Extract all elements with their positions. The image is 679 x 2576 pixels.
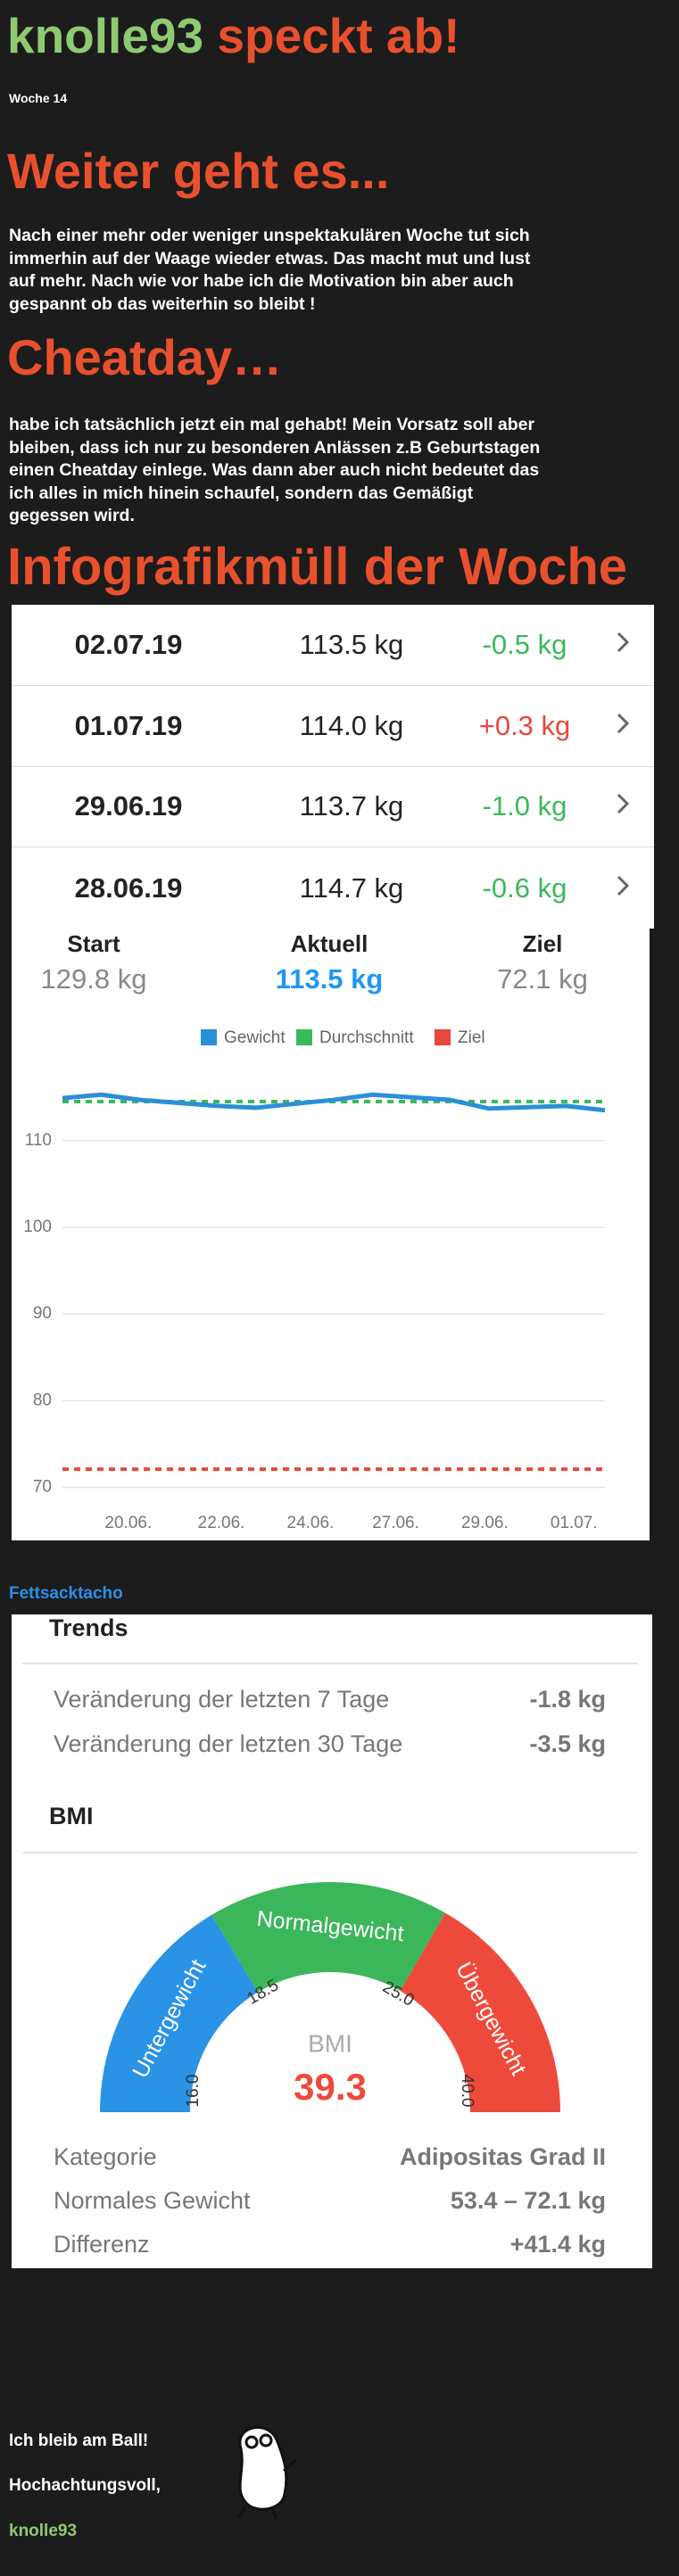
y-tick-label: 100	[23, 1218, 52, 1236]
chevron-path	[617, 713, 630, 733]
y-tick-label: 90	[33, 1304, 52, 1323]
section-title: Trends	[49, 1614, 128, 1641]
chevron	[592, 872, 654, 904]
legend-label: Gewicht	[224, 1028, 286, 1047]
legend-swatch	[201, 1029, 217, 1045]
change: -0.6 kg	[482, 871, 567, 904]
row-value: +41.4 kg	[510, 2231, 606, 2258]
change: -1.0 kg	[482, 790, 567, 822]
x-tick-label: 27.06.	[372, 1514, 419, 1532]
date: 02.07.19	[74, 628, 183, 660]
chevron-icon	[617, 875, 630, 896]
chevron-path	[617, 632, 630, 652]
weight: 114.0 kg	[299, 709, 404, 741]
chevron	[592, 629, 654, 661]
zone-over	[400, 1912, 560, 2112]
mascot	[237, 2425, 297, 2520]
x-tick-label: 24.06.	[287, 1514, 335, 1532]
row-value: -1.8 kg	[529, 1686, 606, 1713]
legend-label: Ziel	[458, 1028, 485, 1047]
heading: Weiter geht es...	[7, 143, 390, 199]
mascot-eye	[259, 2433, 273, 2448]
mascot-limbs	[237, 2458, 297, 2520]
footer-line: Ich bleib am Ball!	[9, 2432, 149, 2450]
table-row: 28.06.19 114.7 kg -0.6 kg	[12, 847, 654, 929]
mascot-eye	[244, 2435, 259, 2449]
page-title: knolle93 speckt ab!	[7, 7, 460, 64]
bmi-tick: 16.0	[184, 2075, 203, 2108]
title-name: knolle93	[7, 8, 204, 63]
x-tick-label: 20.06.	[104, 1514, 152, 1532]
x-tick-label: 22.06.	[198, 1514, 245, 1532]
chevron-path	[617, 875, 630, 896]
stat-value: 72.1 kg	[497, 963, 588, 995]
table-row: 29.06.19 113.7 kg -1.0 kg	[12, 767, 654, 848]
heading: Infografikmüll der Woche	[7, 538, 628, 596]
week: Woche 14	[9, 91, 68, 105]
bmi-value: 39.3	[294, 2066, 367, 2108]
chevron-icon	[617, 713, 630, 733]
date: 28.06.19	[74, 871, 183, 904]
stat-value: 129.8 kg	[41, 963, 147, 995]
table-row: 01.07.19 114.0 kg +0.3 kg	[12, 686, 654, 767]
y-tick-label: 70	[33, 1478, 52, 1497]
row-label: Veränderung der letzten 30 Tage	[54, 1730, 402, 1757]
paragraph: habe ich tatsächlich jetzt ein mal gehab…	[9, 415, 541, 525]
row-value: -3.5 kg	[529, 1730, 606, 1757]
heading: Cheatday…	[7, 329, 283, 385]
table-row: 02.07.19 113.5 kg -0.5 kg	[12, 605, 654, 686]
chevron-icon	[617, 632, 630, 652]
zone-normal	[211, 1882, 445, 1993]
y-tick-label: 110	[25, 1131, 52, 1150]
chevron	[592, 710, 654, 742]
weight: 113.5 kg	[299, 628, 404, 660]
footer-line: Hochachtungsvoll,	[9, 2476, 161, 2495]
x-tick-label: 29.06.	[461, 1514, 509, 1532]
zone-under	[100, 1914, 259, 2112]
weight: 113.7 kg	[299, 790, 404, 822]
stat-label: Ziel	[523, 930, 563, 957]
weight: 114.7 kg	[299, 871, 404, 904]
change: -0.5 kg	[482, 628, 567, 660]
row-label: Kategorie	[54, 2143, 157, 2170]
stat-label: Aktuell	[291, 930, 368, 957]
title-rest: speckt ab!	[217, 8, 460, 63]
stat-label: Start	[67, 930, 120, 957]
row-value: 53.4 – 72.1 kg	[451, 2187, 606, 2214]
bmi-tick: 40.0	[458, 2075, 476, 2108]
tacho-title: Fettsacktacho	[9, 1584, 123, 1603]
row-value: Adipositas Grad II	[400, 2143, 606, 2170]
chevron	[592, 790, 654, 822]
legend-label: Durchschnitt	[319, 1028, 414, 1047]
x-tick-label: 01.07.	[551, 1514, 598, 1532]
chevron-path	[617, 794, 630, 814]
change: +0.3 kg	[478, 709, 571, 741]
footer-sign: knolle93	[9, 2522, 78, 2540]
chevron-icon	[617, 794, 630, 814]
row-label: Differenz	[54, 2231, 150, 2258]
section-title: BMI	[49, 1803, 94, 1829]
row-label: Veränderung der letzten 7 Tage	[54, 1686, 389, 1713]
chart-panel	[12, 929, 650, 1540]
series-line	[62, 1092, 606, 1113]
legend-swatch	[435, 1029, 451, 1045]
stat-value: 113.5 kg	[276, 963, 384, 995]
y-tick-label: 80	[33, 1391, 52, 1409]
date: 29.06.19	[74, 790, 183, 822]
paragraph: Nach einer mehr oder weniger unspektakul…	[9, 226, 531, 314]
weight-table: 02.07.19 113.5 kg -0.5 kg 01.07.19 114.0 kg +…	[12, 605, 654, 929]
row-label: Normales Gewicht	[54, 2187, 251, 2214]
legend-swatch	[296, 1029, 312, 1045]
bmi-label: BMI	[308, 2029, 352, 2057]
date: 01.07.19	[74, 709, 183, 741]
